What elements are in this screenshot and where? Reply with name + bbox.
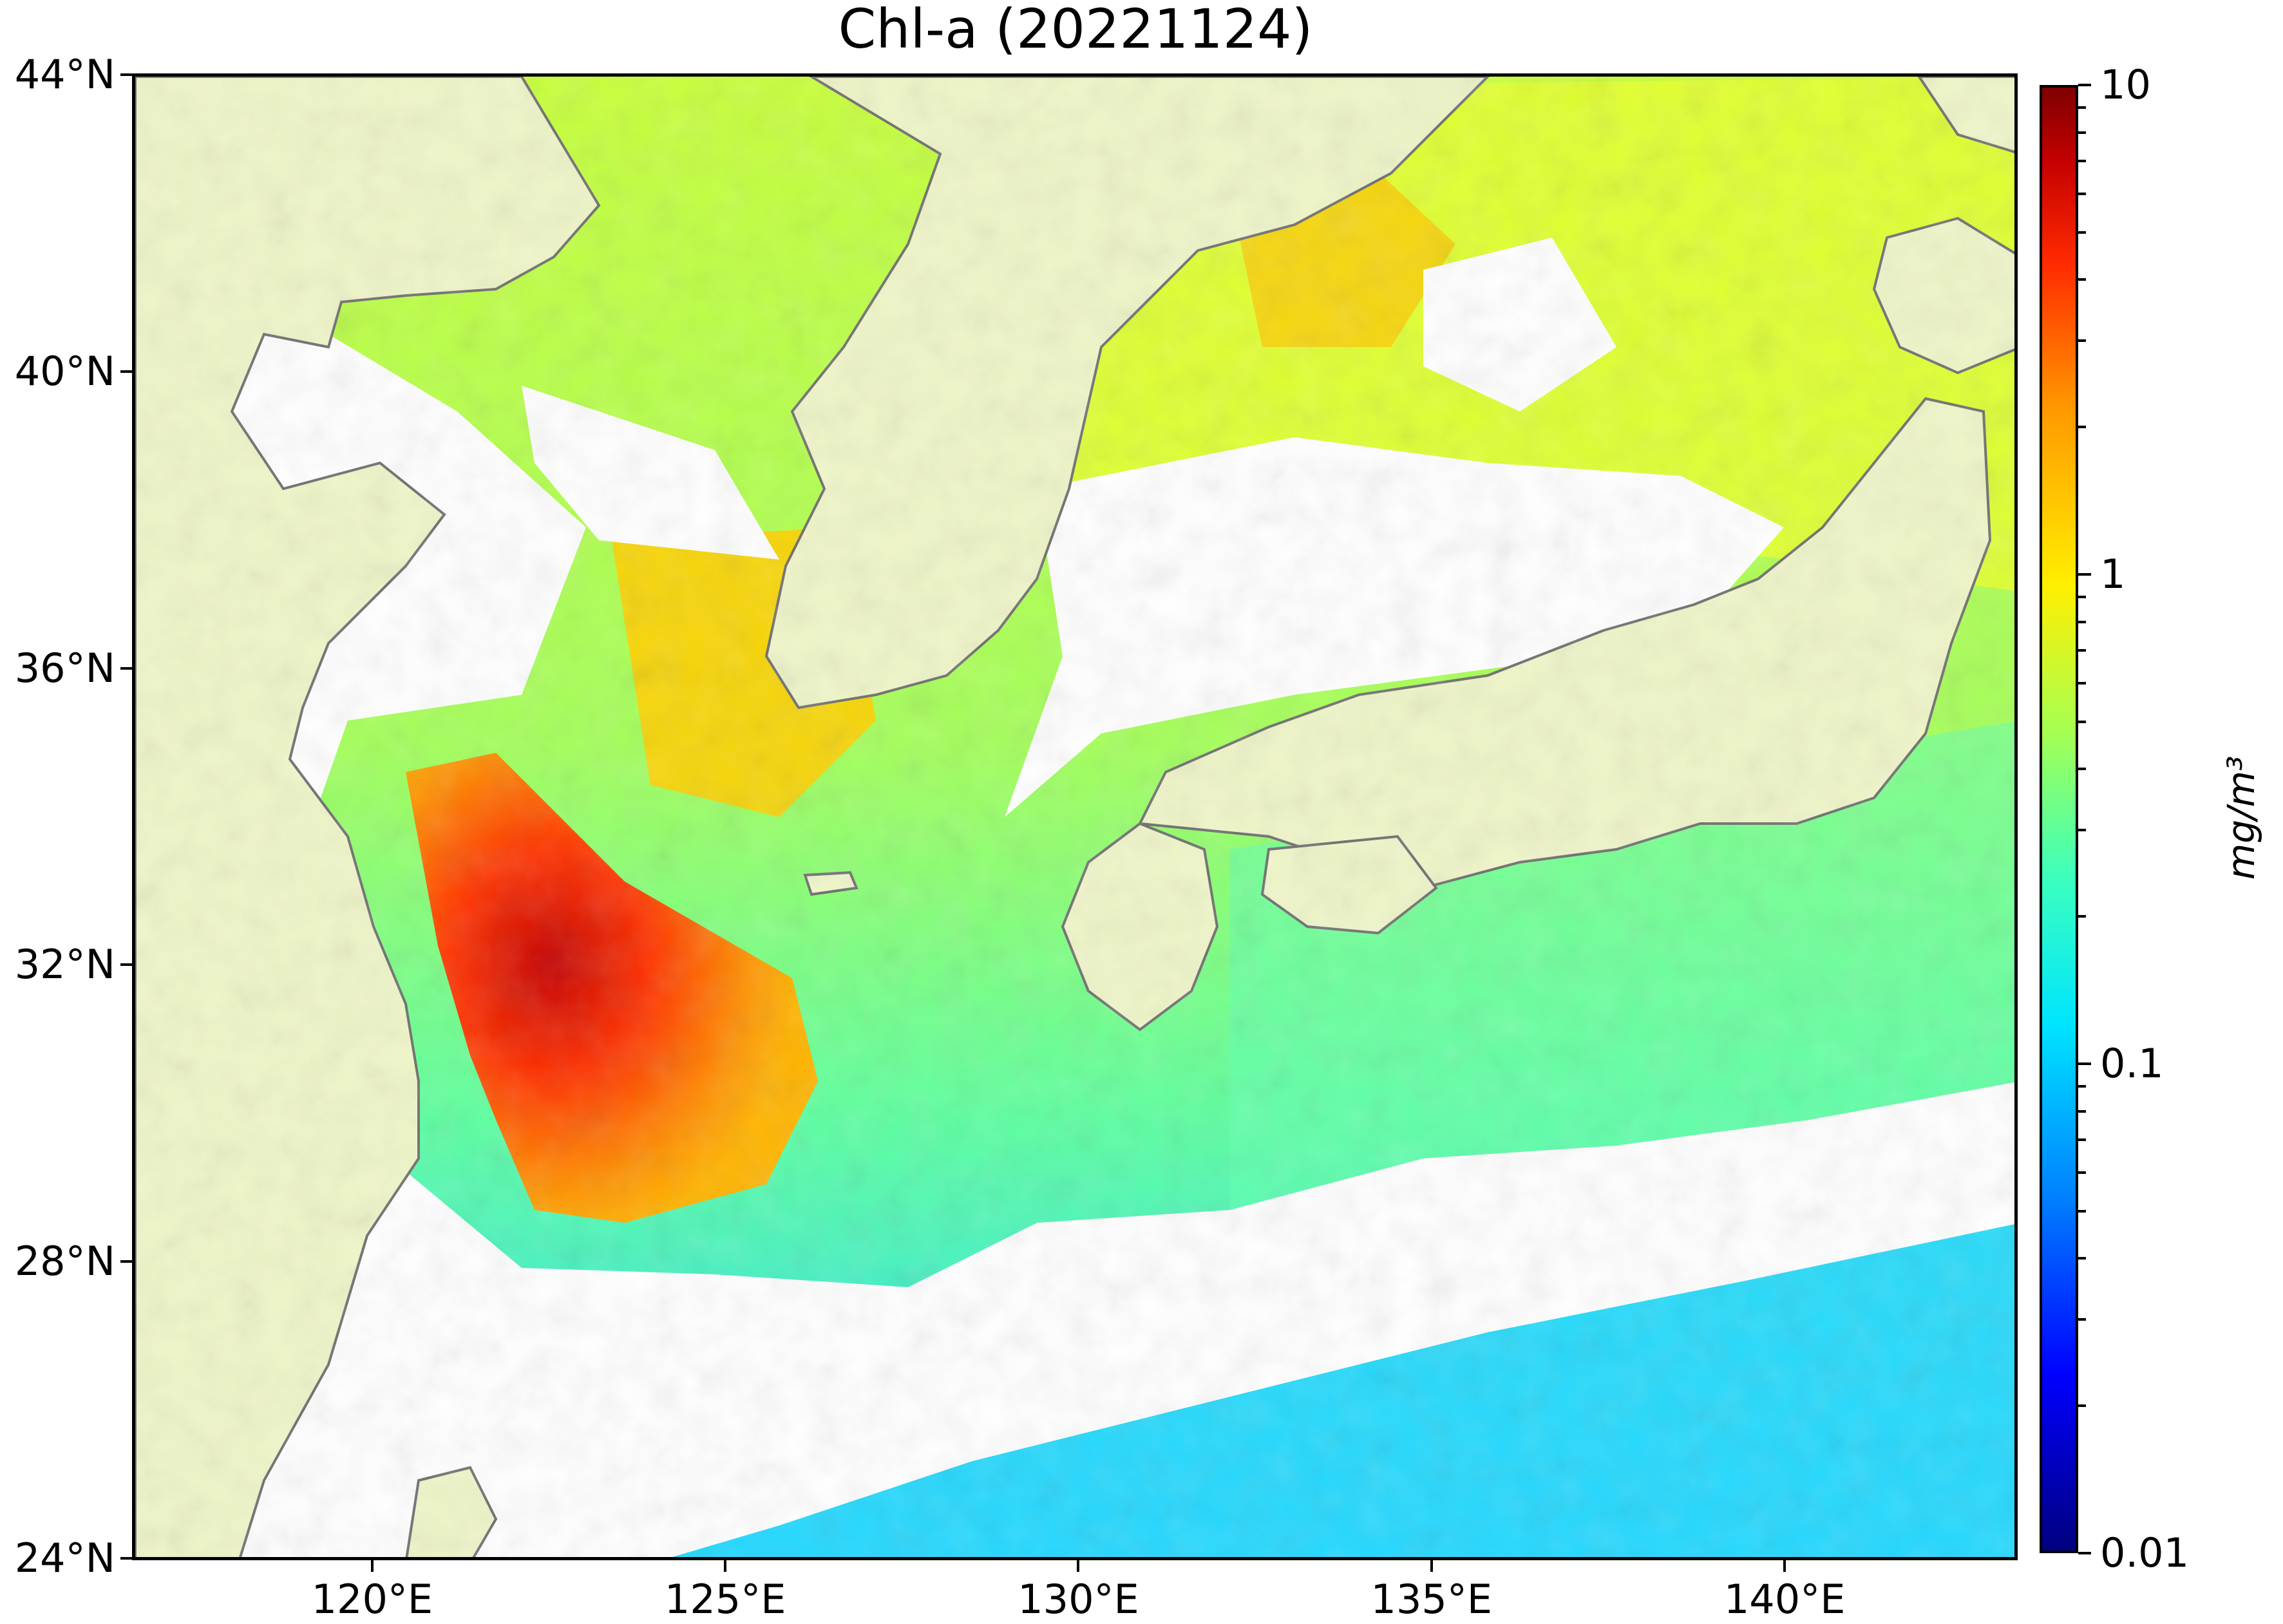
colorbar-minor-tick <box>2078 339 2086 343</box>
lat-tick-label: 32°N <box>14 941 115 988</box>
colorbar-minor-tick <box>2078 231 2086 234</box>
colorbar-minor-tick <box>2078 1209 2086 1213</box>
lat-tick-label: 44°N <box>14 51 115 98</box>
lat-tick-mark <box>120 1557 132 1560</box>
lat-tick-mark <box>120 370 132 373</box>
colorbar-minor-tick <box>2078 1084 2086 1088</box>
lon-tick-mark <box>370 1560 374 1572</box>
colorbar-tick-label: 1 <box>2100 551 2126 598</box>
lat-tick-label: 24°N <box>14 1534 115 1582</box>
colorbar-minor-tick <box>2078 768 2086 771</box>
colorbar-minor-tick <box>2078 681 2086 685</box>
colorbar-tick-label: 0.01 <box>2100 1529 2190 1576</box>
colorbar-minor-tick <box>2078 1109 2086 1113</box>
colorbar-major-tick <box>2078 1062 2091 1065</box>
colorbar-minor-tick <box>2078 426 2086 429</box>
colorbar-minor-tick <box>2078 1318 2086 1321</box>
colorbar-minor-tick <box>2078 106 2086 109</box>
colorbar-minor-tick <box>2078 1257 2086 1260</box>
lon-tick-label: 125°E <box>664 1576 786 1623</box>
colorbar-minor-tick <box>2078 159 2086 162</box>
map-panel[interactable] <box>132 73 2018 1560</box>
colorbar-minor-tick <box>2078 131 2086 134</box>
chlorophyll-map <box>135 77 2014 1557</box>
lon-tick-mark <box>1430 1560 1433 1572</box>
colorbar-tick-label: 10 <box>2100 61 2151 108</box>
lon-tick-label: 135°E <box>1370 1576 1493 1623</box>
colorbar-unit-label: mg/m³ <box>2219 755 2263 880</box>
colorbar-minor-tick <box>2078 620 2086 623</box>
lon-tick-label: 120°E <box>311 1576 433 1623</box>
colorbar-minor-tick <box>2078 720 2086 723</box>
lat-tick-mark <box>120 1260 132 1263</box>
lat-tick-mark <box>120 963 132 967</box>
colorbar <box>2040 85 2078 1553</box>
map-title: Chl-a (20221124) <box>838 0 1313 61</box>
colorbar-minor-tick <box>2078 829 2086 832</box>
colorbar-minor-tick <box>2078 1138 2086 1141</box>
colorbar-minor-tick <box>2078 192 2086 195</box>
colorbar-major-tick <box>2078 1552 2091 1554</box>
colorbar-minor-tick <box>2078 1171 2086 1174</box>
colorbar-minor-tick <box>2078 915 2086 918</box>
lat-tick-mark <box>120 73 132 76</box>
colorbar-major-tick <box>2078 84 2091 86</box>
lon-tick-label: 140°E <box>1723 1576 1846 1623</box>
lat-tick-mark <box>120 666 132 670</box>
lat-tick-label: 40°N <box>14 347 115 395</box>
colorbar-minor-tick <box>2078 278 2086 281</box>
lon-tick-mark <box>1783 1560 1786 1572</box>
lon-tick-mark <box>1077 1560 1080 1572</box>
colorbar-major-tick <box>2078 573 2091 576</box>
lat-tick-label: 28°N <box>14 1238 115 1285</box>
colorbar-tick-label: 0.1 <box>2100 1040 2164 1087</box>
lat-tick-label: 36°N <box>14 644 115 692</box>
colorbar-minor-tick <box>2078 648 2086 652</box>
colorbar-minor-tick <box>2078 1404 2086 1408</box>
lon-tick-label: 130°E <box>1018 1576 1139 1623</box>
texture <box>135 77 2014 1557</box>
colorbar-minor-tick <box>2078 595 2086 598</box>
lon-tick-mark <box>724 1560 727 1572</box>
